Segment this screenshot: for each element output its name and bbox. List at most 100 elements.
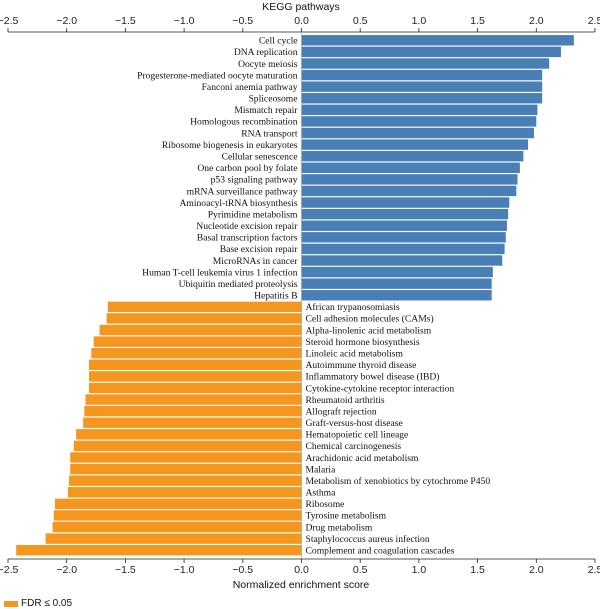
category-label: Graft-versus-host disease	[306, 418, 403, 429]
bars-group	[16, 35, 574, 556]
top-tick-label: 1.5	[470, 15, 485, 27]
bar-down	[106, 313, 302, 324]
category-label: Steroid hormone biosynthesis	[306, 337, 420, 348]
bar-up	[301, 93, 543, 104]
category-label: Progesterone-mediated oocyte maturation	[137, 70, 298, 81]
category-label: Asthma	[306, 488, 337, 499]
category-label: Fanconi anemia pathway	[202, 82, 298, 93]
bar-up	[301, 58, 550, 69]
bar-down	[70, 463, 302, 475]
category-label: Cell cycle	[259, 36, 298, 47]
bar-down	[53, 510, 302, 521]
bar-up	[301, 174, 518, 185]
bar-up	[301, 69, 543, 81]
bar-down	[91, 347, 302, 359]
category-label: Mismatch repair	[234, 105, 298, 116]
bar-down	[70, 452, 302, 463]
bar-up	[301, 290, 492, 301]
top-x-axis: −2.5 −2.0 −1.5 −1.0 −0.5 0.0 0.5 1.0 1.5 2.0 2.5	[0, 15, 600, 33]
bar-down	[83, 417, 302, 428]
bottom-tick-label: −2.5	[0, 564, 19, 576]
category-label: Ubiquitin mediated proteolysis	[179, 279, 298, 290]
category-label: Hematopoietic cell lineage	[306, 430, 409, 441]
bar-down	[89, 359, 302, 370]
bottom-tick-label: 0.0	[294, 564, 309, 576]
bar-down	[73, 440, 302, 452]
legend: FDR ≤ 0.05	[4, 598, 72, 609]
bar-up	[301, 127, 534, 139]
bar-up	[301, 104, 538, 116]
category-label: Cytokine-cytokine receptor interaction	[306, 383, 455, 394]
bar-up	[301, 81, 543, 92]
bar-up	[301, 46, 561, 58]
category-label: Metabolism of xenobiotics by cytochrome …	[306, 476, 491, 487]
category-label: Tyrosine metabolism	[306, 511, 387, 522]
category-label: DNA replication	[234, 47, 298, 58]
bar-down	[76, 429, 302, 440]
bar-up	[301, 162, 520, 173]
bar-up	[301, 278, 492, 289]
category-label: Allograft rejection	[306, 406, 377, 417]
category-label: Alpha-linolenic acid metabolism	[306, 325, 432, 336]
bottom-tick-label: 0.5	[353, 564, 368, 576]
top-tick-label: 0.0	[294, 15, 309, 27]
bottom-tick-label: 2.5	[588, 564, 600, 576]
bottom-tick-label: −1.0	[174, 564, 195, 576]
category-label: African trypanosomiasis	[306, 302, 400, 313]
category-label: MicroRNAs in cancer	[213, 256, 299, 267]
bar-down	[89, 371, 302, 382]
category-label: Cellular senescence	[222, 151, 298, 162]
category-label: p53 signaling pathway	[211, 175, 298, 186]
top-tick-label: −1.0	[174, 15, 195, 27]
bar-up	[301, 232, 506, 243]
top-tick-label: −2.5	[0, 15, 19, 27]
bar-up	[301, 35, 574, 46]
category-label: Hepatitis B	[254, 291, 297, 302]
bottom-tick-label: −0.5	[232, 564, 253, 576]
bar-down	[69, 475, 302, 486]
bar-up	[301, 185, 517, 197]
category-label: Ribosome	[306, 499, 345, 510]
bar-up	[301, 208, 509, 220]
bar-down	[16, 544, 302, 556]
bar-up	[301, 197, 510, 208]
category-label: Rheumatoid arthritis	[306, 395, 385, 406]
category-label: Nucleotide excision repair	[196, 221, 298, 232]
bar-down	[89, 382, 302, 394]
bar-up	[301, 220, 507, 231]
bar-up	[301, 116, 537, 127]
top-tick-label: −1.5	[115, 15, 136, 27]
category-label: Homologous recombination	[190, 117, 298, 128]
bottom-tick-label: −2.0	[56, 564, 77, 576]
category-label: Staphylococcus aureus infection	[306, 534, 430, 545]
category-label: Malaria	[306, 464, 337, 475]
category-label: Complement and coagulation cascades	[306, 546, 455, 557]
bottom-tick-label: 2.0	[529, 564, 544, 576]
top-tick-label: 1.0	[412, 15, 427, 27]
category-label: Autoimmune thyroid disease	[306, 360, 417, 371]
bar-down	[93, 336, 302, 347]
bottom-tick-label: 1.0	[412, 564, 427, 576]
bar-down	[52, 521, 302, 533]
legend-swatch	[4, 600, 18, 607]
bar-up	[301, 139, 529, 150]
category-label: One carbon pool by folate	[197, 163, 297, 174]
top-tick-label: 2.5	[588, 15, 600, 27]
category-label: Ribosome biogenesis in eukaryotes	[162, 140, 298, 151]
bar-down	[99, 324, 302, 336]
category-label: mRNA surveillance pathway	[187, 186, 298, 197]
bar-up	[301, 243, 505, 255]
top-tick-label: −2.0	[56, 15, 77, 27]
top-tick-label: 2.0	[529, 15, 544, 27]
category-label: Arachidonic acid metabolism	[306, 453, 419, 464]
category-label: Inflammatory bowel disease (IBD)	[306, 372, 440, 383]
category-label: Spliceosome	[248, 94, 297, 105]
category-label: Linoleic acid metabolism	[306, 348, 404, 359]
bottom-x-axis: −2.5 −2.0 −1.5 −1.0 −0.5 0.0 0.5 1.0 1.5 2.0 2.5	[0, 558, 600, 576]
category-label: Pyrimidine metabolism	[208, 209, 298, 220]
chart-title: KEGG pathways	[262, 1, 340, 13]
category-label: Chemical carcinogenesis	[306, 441, 402, 452]
bar-down	[85, 394, 302, 405]
